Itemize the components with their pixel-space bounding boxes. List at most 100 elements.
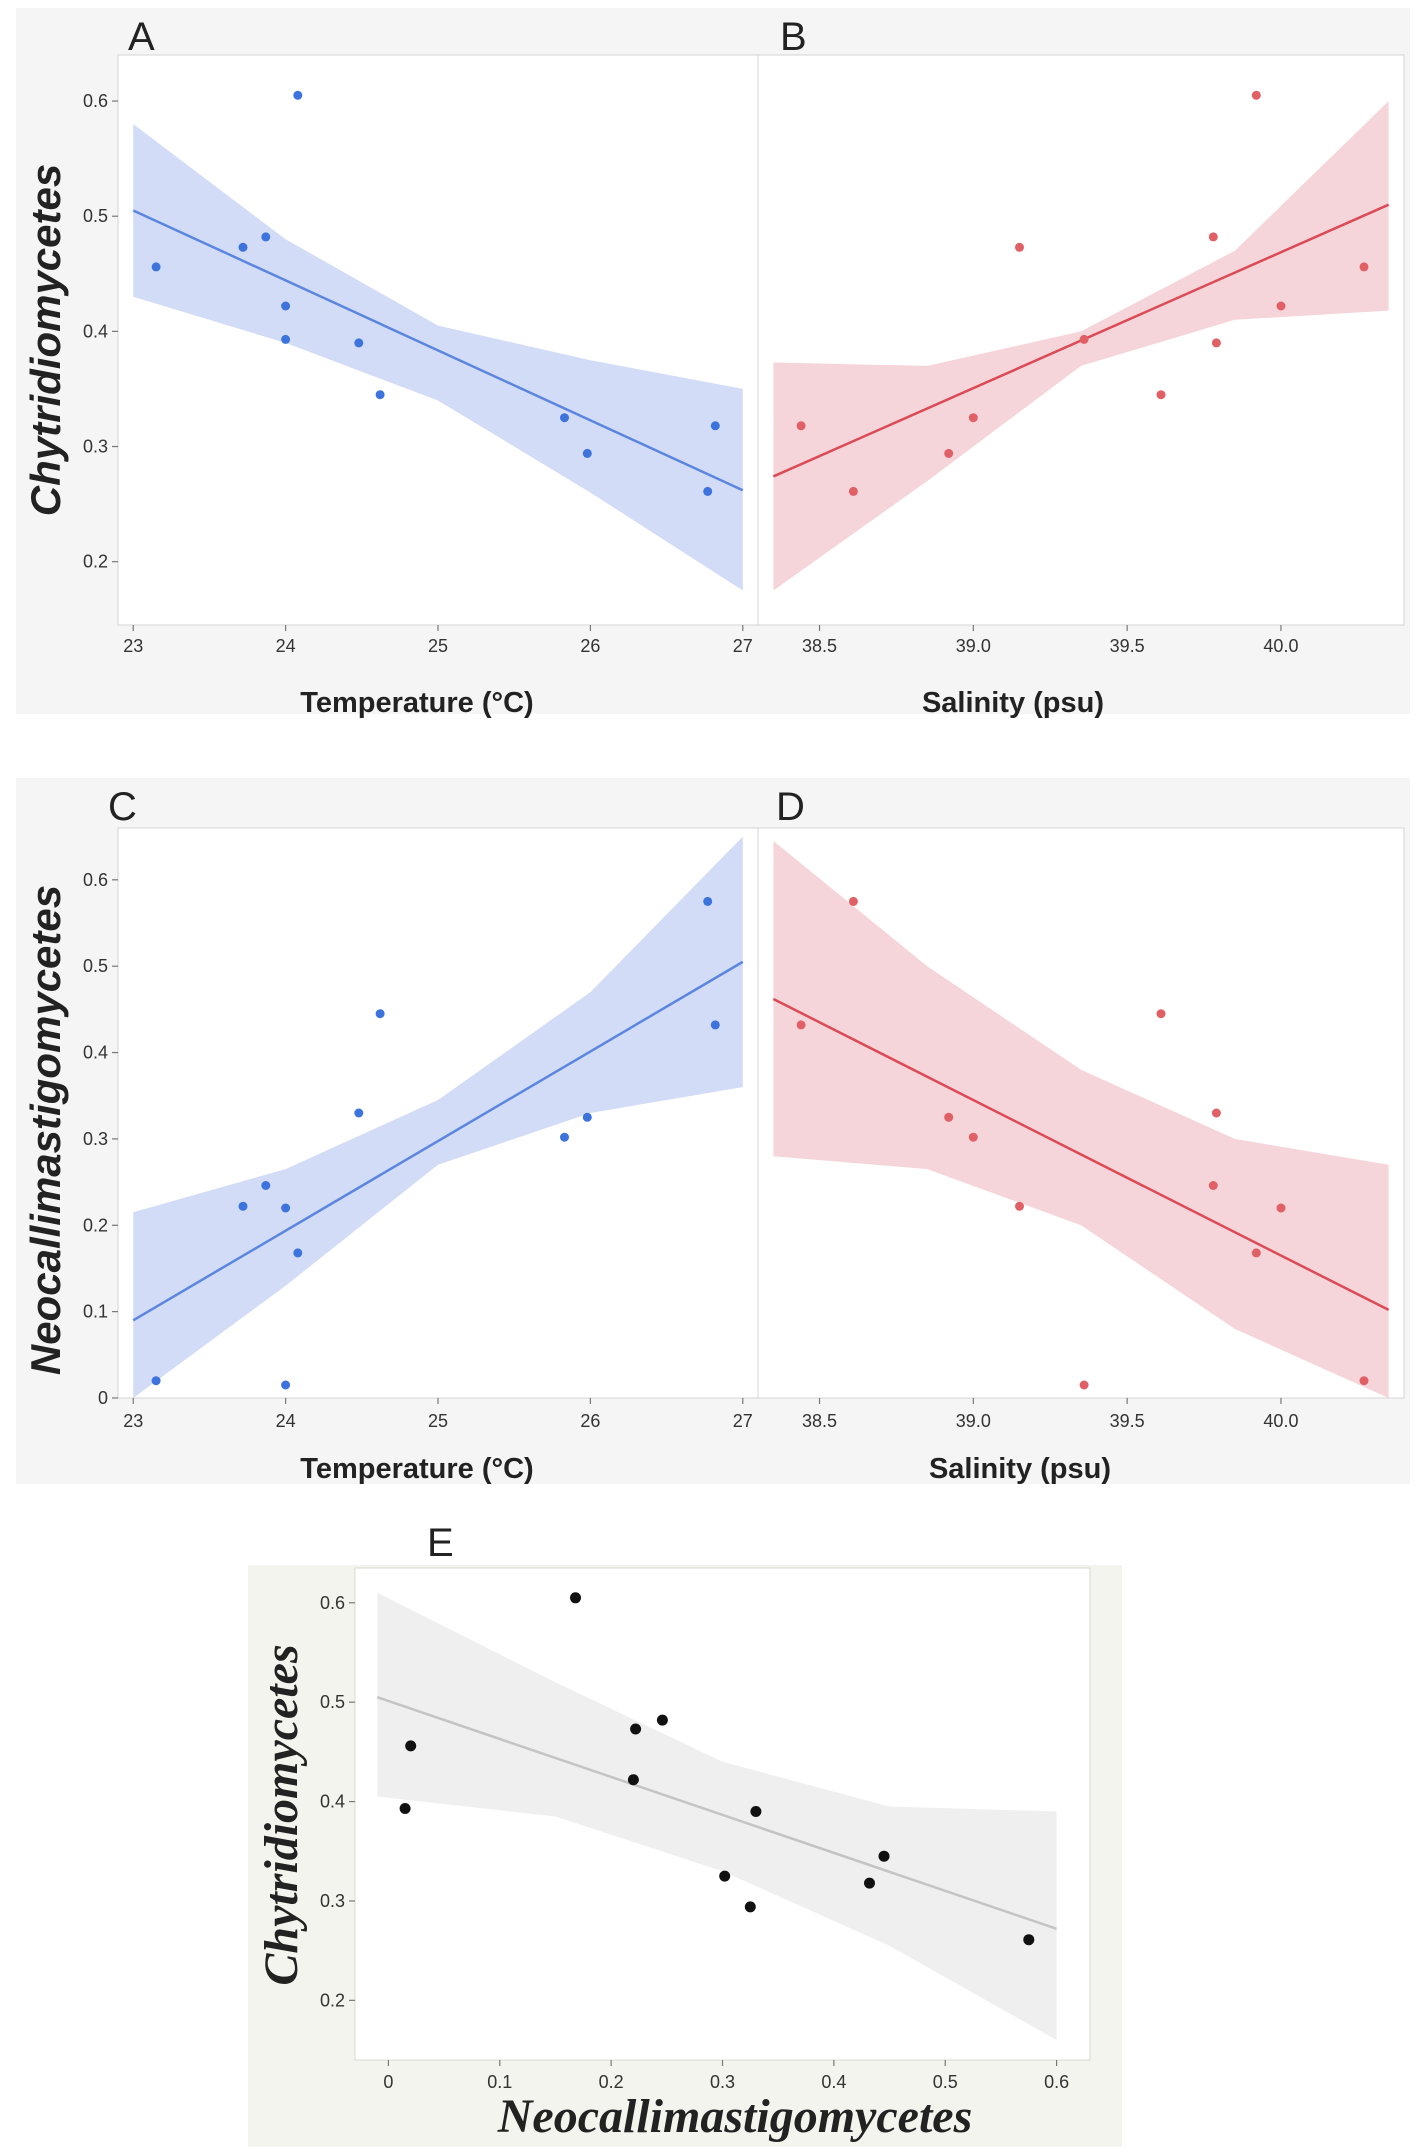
data-point — [630, 1723, 642, 1735]
data-point — [375, 1009, 385, 1019]
data-point — [848, 896, 858, 906]
panel-label-d: D — [776, 785, 805, 829]
x-tick-label: 25 — [428, 1411, 448, 1431]
panel-label-c: C — [108, 785, 137, 829]
data-points-d — [796, 896, 1369, 1390]
data-point — [1156, 1009, 1166, 1019]
x-tick-label: 40.0 — [1263, 1411, 1298, 1431]
data-point — [405, 1740, 417, 1752]
data-point — [1015, 1201, 1024, 1211]
y-ticks-a: 0.2 0.3 0.4 0.5 0.6 — [83, 91, 118, 572]
data-point — [293, 90, 303, 100]
y-tick-label: 0.5 — [320, 1692, 345, 1712]
x-tick-label: 39.0 — [956, 636, 991, 656]
data-point — [375, 390, 385, 400]
y-axis-label-e: Chytridiomycetes — [255, 1644, 308, 1985]
y-axis-label-c: Neocallimastigomycetes — [22, 885, 69, 1375]
confidence-band-c — [133, 836, 743, 1398]
x-ticks-b: 38.5 39.0 39.5 40.0 — [802, 625, 1298, 656]
y-tick-label: 0.4 — [83, 321, 108, 341]
y-tick-label: 0 — [98, 1388, 108, 1408]
data-point — [399, 1803, 411, 1814]
panel-d: 38.5 39.0 39.5 40.0 D Salinity (psu) — [757, 785, 1405, 1485]
data-point — [354, 1108, 364, 1118]
data-point — [1251, 1248, 1261, 1258]
data-point — [656, 1714, 668, 1726]
data-point — [238, 242, 248, 252]
panel-label-b: B — [780, 15, 807, 59]
regression-line-e — [376, 1696, 1057, 1930]
confidence-band-a — [133, 124, 743, 591]
data-point — [1079, 334, 1089, 344]
data-point — [1015, 242, 1024, 252]
y-tick-label: 0.6 — [83, 91, 108, 111]
panel-a: 23 24 25 26 27 0.2 0.3 0.4 0.5 0.6 A Temperature… — [22, 15, 759, 719]
x-tick-label: 25 — [428, 636, 448, 656]
data-point — [750, 1806, 762, 1817]
data-point — [703, 896, 713, 906]
data-points-c — [151, 896, 720, 1390]
data-point — [560, 1132, 569, 1142]
x-tick-label: 38.5 — [802, 1411, 837, 1431]
data-point — [1359, 1376, 1369, 1386]
data-point — [1023, 1934, 1035, 1946]
data-point — [627, 1774, 639, 1786]
fit-line-a — [132, 209, 744, 492]
y-tick-label: 0.2 — [83, 1215, 108, 1235]
y-tick-label: 0.5 — [83, 206, 108, 226]
x-tick-label: 39.5 — [1110, 636, 1145, 656]
x-tick-label: 24 — [276, 636, 296, 656]
x-tick-label: 0.5 — [933, 2072, 958, 2092]
y-tick-label: 0.2 — [320, 1990, 345, 2010]
y-tick-label: 0.2 — [83, 552, 108, 572]
data-point — [1359, 262, 1369, 272]
fit-line-d — [772, 997, 1390, 1312]
x-tick-label: 0.6 — [1044, 2072, 1069, 2092]
data-point — [281, 1203, 291, 1213]
x-tick-label: 40.0 — [1263, 636, 1298, 656]
x-tick-label: 23 — [123, 636, 143, 656]
x-ticks-e: 0 0.1 0.2 0.3 0.4 0.5 0.6 — [383, 2060, 1069, 2092]
x-tick-label: 26 — [580, 636, 600, 656]
data-point — [570, 1592, 581, 1604]
x-tick-label: 0.3 — [710, 2072, 735, 2092]
data-point — [944, 448, 954, 458]
data-point — [281, 301, 291, 311]
y-tick-label: 0.3 — [83, 1129, 108, 1149]
data-point — [281, 334, 291, 344]
x-tick-label: 26 — [580, 1411, 600, 1431]
panel-e: 0 0.1 0.2 0.3 0.4 0.5 0.6 0.2 0.3 0.4 0.5 0.6 E Ne… — [255, 1521, 1091, 2143]
y-tick-label: 0.4 — [83, 1043, 108, 1063]
data-point — [703, 486, 713, 496]
confidence-band-a-area — [133, 124, 743, 591]
data-point — [968, 1132, 978, 1142]
confidence-band-d — [773, 841, 1389, 1398]
data-point — [1156, 390, 1166, 400]
fit-line-c — [132, 960, 744, 1322]
y-axis-label-a: Chytridiomycetes — [22, 164, 69, 516]
confidence-band-e — [377, 1592, 1057, 2041]
panel-label-e: E — [427, 1521, 454, 1565]
data-point — [261, 232, 271, 242]
data-point — [293, 1248, 303, 1258]
data-point — [1251, 90, 1261, 100]
x-axis-label-d: Salinity (psu) — [929, 1453, 1111, 1485]
x-tick-label: 39.0 — [956, 1411, 991, 1431]
x-ticks-c: 23 24 25 26 27 — [123, 1398, 753, 1431]
data-point — [1276, 301, 1286, 311]
data-point — [1211, 338, 1221, 348]
data-point — [1079, 1380, 1089, 1390]
data-points-e — [399, 1592, 1035, 1946]
y-tick-label: 0.3 — [320, 1891, 345, 1911]
data-point — [719, 1870, 731, 1882]
y-tick-label: 0.4 — [320, 1792, 345, 1812]
data-points-b — [796, 90, 1369, 496]
data-points-a — [151, 90, 720, 496]
confidence-band-b-area — [773, 101, 1389, 591]
regression-line-c — [132, 960, 744, 1322]
x-axis-label-b: Salinity (psu) — [922, 687, 1104, 719]
data-point — [238, 1201, 248, 1211]
data-point — [848, 486, 858, 496]
data-point — [354, 338, 364, 348]
